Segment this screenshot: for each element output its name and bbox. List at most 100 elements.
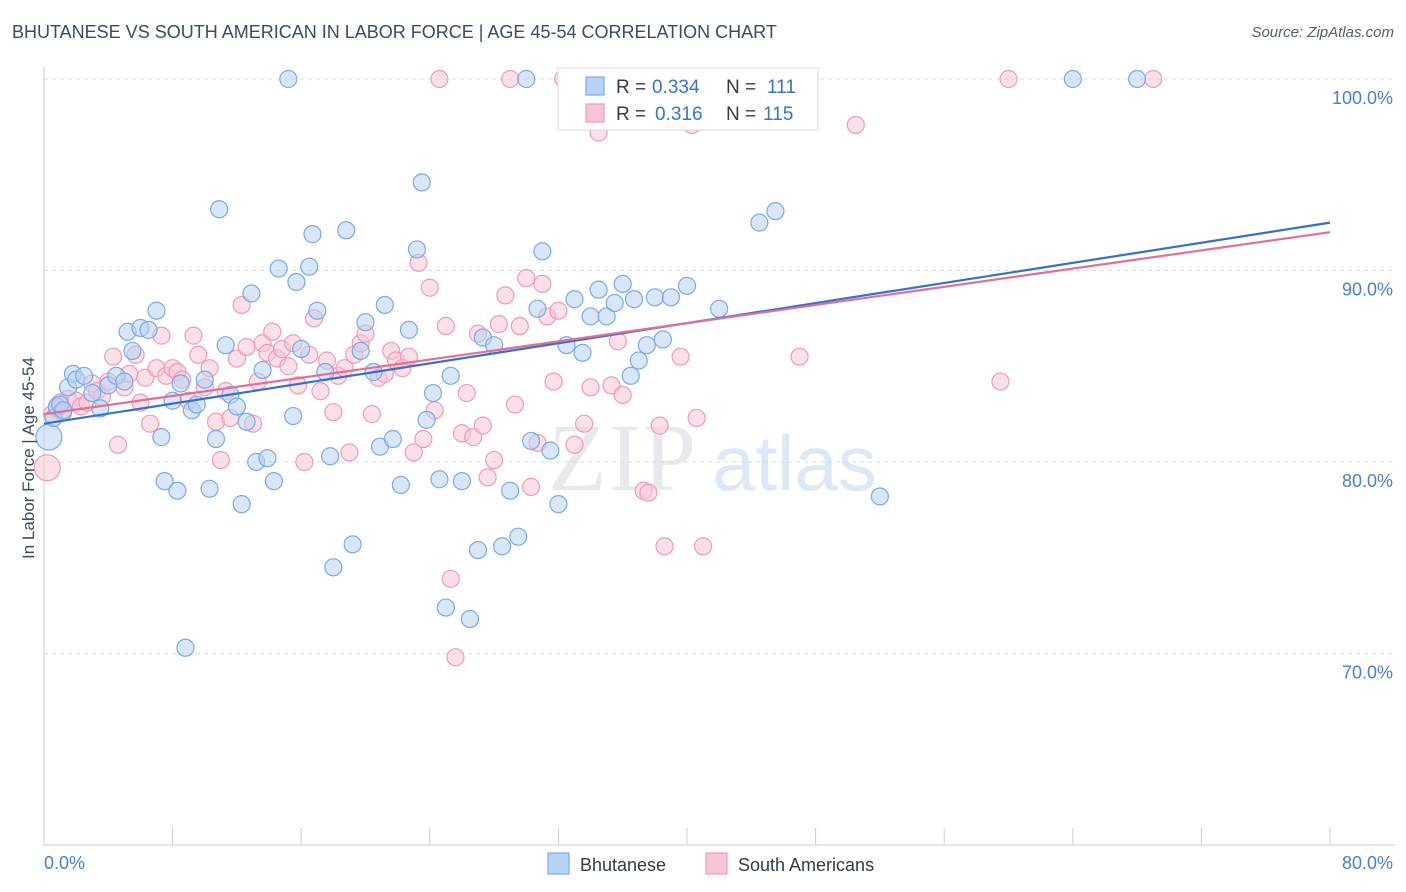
- bhutanese-point-13: [115, 372, 134, 391]
- south-american-point-57: [340, 443, 359, 462]
- south-american-point-88: [510, 316, 529, 336]
- south-american-point-78: [457, 383, 476, 403]
- bhutanese-point-60: [391, 475, 410, 495]
- bhutanese-point-24: [176, 638, 195, 657]
- south-american-point-108: [671, 347, 690, 366]
- bhutanese-point-39: [258, 449, 277, 468]
- tick-labels: 100.0% 90.0% 80.0% 70.0% 0.0% 80.0%: [44, 88, 1393, 873]
- series-legend: Bhutanese South Americans: [547, 852, 874, 875]
- bhutanese-point-0: [35, 423, 63, 451]
- south-american-point-74: [436, 316, 455, 336]
- bhutanese-point-33: [227, 397, 246, 416]
- south-american-point-49: [295, 452, 314, 472]
- bhutanese-point-74: [493, 537, 512, 556]
- south-american-point-81: [473, 416, 492, 435]
- legend-n-label-1: N =: [726, 77, 756, 98]
- south-american-point-20: [140, 414, 160, 433]
- bhutanese-point-46: [300, 257, 319, 276]
- bhutanese-point-63: [412, 173, 431, 192]
- bhutanese-point-88: [597, 307, 616, 326]
- south-american-point-33: [211, 450, 230, 470]
- bhutanese-point-89: [605, 293, 624, 313]
- bhutanese-point-38: [253, 360, 272, 380]
- south-american-point-116: [1144, 69, 1163, 89]
- south-american-point-52: [311, 382, 330, 401]
- south-american-point-89: [517, 269, 536, 288]
- bhutanese-point-15: [123, 341, 142, 361]
- bhutanese-point-29: [206, 429, 226, 449]
- bhutanese-point-84: [565, 290, 584, 309]
- south-american-point-43: [263, 322, 282, 341]
- watermark-atlas: atlas: [712, 419, 877, 507]
- bhutanese-point-95: [645, 288, 664, 307]
- bhutanese-point-81: [541, 441, 560, 460]
- bhutanese-point-22: [168, 481, 187, 500]
- south-american-point-99: [581, 378, 600, 397]
- bhutanese-point-104: [1127, 69, 1147, 89]
- south-american-point-95: [549, 301, 568, 320]
- bhutanese-point-98: [677, 276, 697, 295]
- bhutanese-point-19: [152, 428, 171, 447]
- bhutanese-point-54: [351, 341, 370, 361]
- south-american-point-76: [446, 648, 465, 667]
- south-american-point-70: [414, 429, 433, 449]
- legend-r-value-2: 0.316: [655, 104, 703, 125]
- south-american-point-103: [613, 385, 632, 405]
- south-american-point-83: [485, 450, 504, 470]
- south-american-point-68: [404, 443, 423, 462]
- bhutanese-point-44: [287, 272, 306, 292]
- south-american-point-46: [279, 357, 298, 376]
- bhutanese-point-99: [710, 299, 729, 318]
- south-american-point-84: [489, 315, 509, 334]
- bhutanese-point-61: [399, 320, 419, 339]
- south-american-point-29: [189, 345, 208, 364]
- bhutanese-point-35: [237, 412, 256, 431]
- south-american-point-111: [693, 537, 713, 556]
- south-american-point-73: [430, 69, 449, 89]
- bhutanese-point-96: [653, 330, 672, 349]
- legend-n-value-1: 111: [767, 77, 796, 98]
- bhutanese-point-30: [210, 200, 229, 219]
- bhutanese-point-34: [232, 495, 251, 514]
- bhutanese-point-55: [356, 313, 375, 332]
- bhutanese-point-102: [870, 487, 890, 506]
- bhutanese-point-77: [517, 69, 536, 89]
- bhutanese-point-58: [375, 295, 394, 315]
- bhutanese-point-28: [200, 479, 219, 498]
- south-american-point-85: [496, 286, 515, 305]
- bhutanese-point-62: [407, 240, 427, 259]
- bhutanese-point-47: [303, 225, 322, 244]
- south-american-point-115: [999, 69, 1018, 89]
- bhutanese-point-68: [441, 366, 460, 385]
- bhutanese-point-86: [581, 307, 600, 326]
- bhutanese-point-91: [621, 366, 640, 385]
- bhutanese-point-8: [75, 366, 94, 385]
- bhutanese-point-100: [750, 213, 769, 232]
- x-tick-label-max: 80.0%: [1342, 853, 1393, 873]
- south-american-point-0: [33, 454, 61, 482]
- bhutanese-point-75: [501, 481, 520, 500]
- series-bhutanese-points: [35, 69, 1147, 657]
- south-american-point-110: [687, 408, 706, 428]
- south-american-point-97: [565, 435, 584, 454]
- y-tick-label-3: 70.0%: [1342, 663, 1393, 683]
- bhutanese-point-51: [324, 558, 343, 577]
- south-american-point-86: [501, 69, 520, 89]
- south-american-point-112: [790, 347, 809, 366]
- bhutanese-point-71: [468, 540, 488, 560]
- bottom-legend-label-south-americans: South Americans: [738, 855, 874, 875]
- south-american-point-106: [650, 416, 669, 435]
- bhutanese-point-85: [573, 343, 592, 362]
- bhutanese-point-59: [383, 429, 402, 449]
- bhutanese-point-92: [624, 290, 644, 309]
- bhutanese-point-64: [417, 410, 436, 429]
- bhutanese-point-67: [436, 598, 455, 617]
- bhutanese-point-43: [284, 406, 303, 426]
- watermark-zip: ZIP: [548, 404, 698, 511]
- bhutanese-point-79: [528, 299, 547, 318]
- source-credit: Source: ZipAtlas.com: [1251, 24, 1394, 41]
- bhutanese-point-90: [613, 274, 632, 294]
- south-american-point-107: [655, 537, 674, 556]
- south-american-trend-line: [43, 231, 1331, 416]
- bhutanese-point-103: [1063, 69, 1082, 89]
